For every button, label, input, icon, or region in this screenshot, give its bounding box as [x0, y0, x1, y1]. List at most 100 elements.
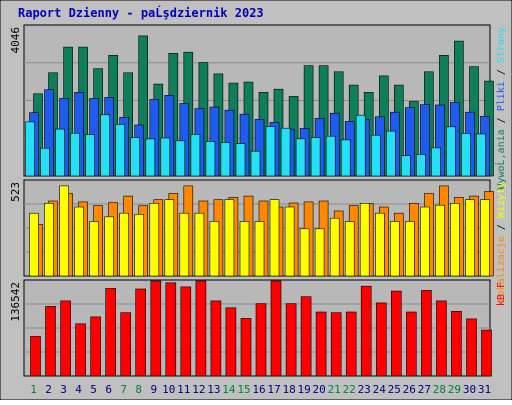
bar-kbytes-day-29	[451, 310, 462, 377]
bar-kbytes-day-3	[60, 300, 71, 377]
bar-kbytes-day-11	[180, 286, 192, 377]
bar-kbytes-day-10	[165, 282, 177, 377]
day-label-22: 22	[343, 383, 356, 396]
bar-kbytes-day-30	[466, 318, 477, 377]
bar-pages-day-2	[40, 147, 50, 177]
legend: kB F	[496, 282, 507, 306]
bar-pages-day-15	[235, 143, 246, 177]
bar-pages-day-16	[250, 150, 261, 177]
bar-visits-day-21	[329, 217, 340, 277]
bar-visits-day-1	[29, 212, 39, 277]
day-label-4: 4	[75, 383, 82, 396]
bar-visits-day-20	[314, 228, 325, 277]
bar-visits-day-7	[119, 212, 129, 277]
y-max-label: 523	[9, 182, 22, 202]
day-label-29: 29	[448, 383, 461, 396]
day-label-16: 16	[252, 383, 265, 396]
bar-kbytes-day-5	[90, 316, 101, 377]
bar-visits-day-16	[254, 221, 265, 277]
day-label-17: 17	[267, 383, 280, 396]
bar-pages-day-5	[85, 134, 95, 177]
day-label-13: 13	[207, 383, 220, 396]
bar-kbytes-day-28	[436, 300, 447, 377]
bar-kbytes-day-9	[150, 280, 162, 377]
y-max-label: 136542	[9, 282, 22, 322]
bar-kbytes-day-17	[270, 280, 282, 377]
bar-visits-day-28	[435, 204, 445, 277]
series-visits	[29, 185, 490, 277]
bar-visits-day-26	[404, 221, 415, 277]
bar-visits-day-15	[239, 221, 250, 277]
legend: WywoĹ‚ania / Pliki / Strony	[494, 27, 507, 190]
day-label-19: 19	[297, 383, 310, 396]
bar-pages-day-23	[355, 114, 366, 177]
bar-visits-day-9	[149, 203, 160, 277]
bar-pages-day-21	[325, 135, 336, 177]
bar-kbytes-day-13	[210, 300, 222, 377]
bar-kbytes-day-4	[75, 323, 86, 377]
bar-pages-day-3	[55, 128, 65, 177]
bar-kbytes-day-2	[45, 306, 56, 377]
bar-pages-day-30	[461, 133, 471, 177]
bar-pages-day-29	[446, 126, 456, 177]
bar-pages-day-12	[190, 134, 201, 177]
chart-title: Raport Dzienny - paĹşdziernik 2023	[18, 5, 264, 20]
legend-separator: /	[496, 63, 507, 81]
bar-kbytes-day-6	[105, 287, 116, 377]
bar-kbytes-day-14	[225, 307, 237, 377]
day-label-1: 1	[30, 383, 37, 396]
day-label-18: 18	[282, 383, 295, 396]
bar-visits-day-5	[89, 221, 99, 277]
panel-visits-sites: 523 Lokalizacje / Wizyty	[9, 179, 507, 302]
bar-visits-day-11	[179, 212, 190, 277]
day-label-21: 21	[328, 383, 341, 396]
bar-visits-day-29	[450, 203, 460, 277]
day-label-5: 5	[90, 383, 97, 396]
bar-kbytes-day-23	[360, 285, 372, 377]
day-label-12: 12	[192, 383, 205, 396]
bar-visits-day-18	[284, 206, 295, 277]
bar-visits-day-19	[299, 228, 310, 277]
bar-visits-day-14	[224, 199, 235, 277]
day-label-24: 24	[373, 383, 387, 396]
bar-kbytes-day-21	[330, 312, 342, 377]
day-label-30: 30	[463, 383, 476, 396]
legend-separator: /	[496, 218, 507, 236]
series-kbytes	[30, 280, 492, 377]
bar-pages-day-9	[145, 138, 156, 177]
day-label-28: 28	[433, 383, 446, 396]
bar-kbytes-day-7	[120, 312, 131, 377]
bar-kbytes-day-1	[30, 335, 41, 377]
bar-visits-day-30	[465, 199, 475, 277]
chart-panels: 4046 WywoĹ‚ania / Pliki / Strony 523 Lokali…	[9, 24, 507, 377]
bar-visits-day-2	[44, 203, 54, 277]
bar-pages-day-27	[416, 154, 426, 177]
bar-kbytes-day-24	[375, 302, 387, 377]
bar-kbytes-day-19	[300, 296, 312, 377]
bar-kbytes-day-18	[285, 303, 297, 377]
bar-pages-day-4	[70, 132, 80, 177]
bar-pages-day-24	[370, 134, 381, 177]
legend-entry-kbytes: kB F	[496, 282, 507, 306]
legend-entry-hits: WywoĹ‚ania	[494, 129, 507, 189]
bar-visits-day-3	[59, 185, 69, 277]
bar-visits-day-31	[480, 199, 490, 277]
y-max-label: 4046	[9, 27, 22, 54]
day-label-2: 2	[45, 383, 52, 396]
day-label-11: 11	[177, 383, 190, 396]
legend-entry-sites: Lokalizacje	[496, 236, 507, 302]
bar-visits-day-23	[359, 203, 370, 277]
bar-visits-day-6	[104, 216, 114, 277]
bar-kbytes-day-8	[135, 288, 146, 377]
bar-pages-day-13	[205, 141, 216, 177]
bar-pages-day-26	[400, 155, 411, 177]
bar-pages-day-14	[220, 142, 231, 177]
bar-visits-day-10	[164, 199, 175, 277]
legend: Lokalizacje / Wizyty	[496, 182, 507, 302]
bar-pages-day-25	[385, 130, 396, 177]
panel-kbytes: 136542 kB F	[9, 279, 507, 377]
bar-kbytes-day-31	[481, 329, 492, 377]
day-label-25: 25	[388, 383, 401, 396]
bar-pages-day-10	[160, 137, 171, 177]
bar-pages-day-19	[295, 138, 306, 177]
